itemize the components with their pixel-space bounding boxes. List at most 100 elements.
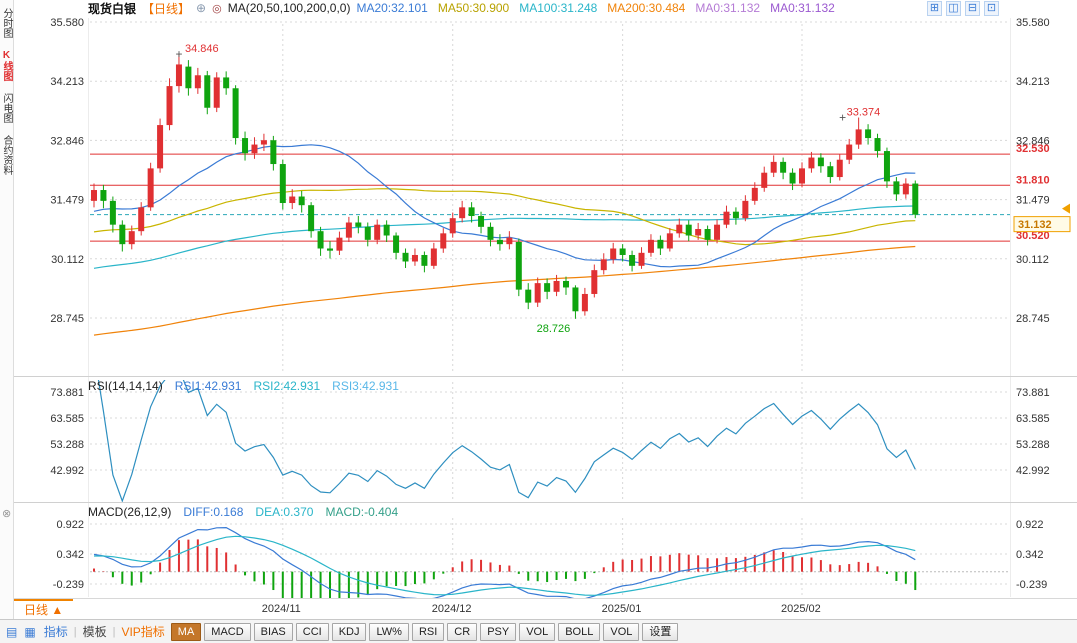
- y-axis-label-left: 73.881: [50, 387, 84, 399]
- symbol-name: 现货白银: [88, 1, 137, 16]
- level-label: 30.520: [1016, 230, 1050, 242]
- toolbar-icon-1[interactable]: ▤: [6, 624, 18, 639]
- indicator-button-MA[interactable]: MA: [170, 622, 202, 641]
- indicator-button-PSY[interactable]: PSY: [480, 622, 517, 641]
- y-axis-label-left: 53.288: [50, 439, 84, 451]
- indicator-button-VOL[interactable]: VOL: [603, 622, 640, 641]
- y-axis-label-right: 30.112: [1016, 254, 1049, 266]
- macd-value-3: MACD:-0.404: [325, 505, 399, 519]
- y-axis-label-right: 32.846: [1016, 135, 1050, 147]
- ma-value-2: MA100:31.248: [519, 1, 598, 15]
- price-marker-cross: +: [175, 47, 182, 61]
- macd-title: MACD(26,12,9): [88, 505, 172, 519]
- macd-diff-line: [93, 526, 916, 598]
- price-annotation: 33.374: [847, 107, 881, 119]
- level-label: 32.530: [1016, 143, 1050, 155]
- ma20-line: [93, 144, 916, 268]
- y-axis-label-left: 30.112: [51, 254, 84, 266]
- sidebar-item-合约资料[interactable]: 合约资料: [1, 135, 12, 175]
- y-axis-label-left: 28.745: [50, 313, 84, 325]
- toolbar-tab-指标[interactable]: 指标: [43, 625, 68, 639]
- y-axis-label-left: 63.585: [50, 413, 84, 425]
- toolbar-tab-模板[interactable]: 模板: [82, 625, 107, 639]
- indicator-button-设置[interactable]: 设置: [642, 622, 679, 641]
- sidebar-item-分时图[interactable]: 分时图: [1, 8, 12, 38]
- last-price-label: 31.132: [1018, 219, 1052, 231]
- y-axis-label-right: 0.342: [1016, 549, 1044, 561]
- macd-value-1: DIFF:0.168: [183, 505, 244, 519]
- rsi-value-1: RSI1:42.931: [174, 379, 242, 393]
- sidebar-item-闪电图[interactable]: 闪电图: [1, 93, 12, 123]
- ma-value-5: MA0:31.132: [770, 1, 835, 15]
- indicator-button-CCI[interactable]: CCI: [295, 622, 329, 641]
- toolbar-separator: |: [112, 625, 116, 638]
- macd-layer: [90, 526, 1010, 598]
- y-axis-label-left: 0.342: [56, 549, 84, 561]
- add-indicator-icon[interactable]: ⊕: [196, 1, 207, 15]
- y-axis-label-left: 42.992: [50, 465, 84, 477]
- indicator-button-LW%[interactable]: LW%: [369, 622, 409, 641]
- price-annotation: 34.846: [185, 43, 219, 55]
- indicator-button-BIAS[interactable]: BIAS: [253, 622, 293, 641]
- chart-layout-icon-1[interactable]: ⊞: [927, 1, 942, 16]
- indicator-button-KDJ[interactable]: KDJ: [331, 622, 367, 641]
- indicator-button-MACD[interactable]: MACD: [204, 622, 251, 641]
- rsi-value-2: RSI2:42.931: [253, 379, 321, 393]
- period-label: 日线: [24, 603, 49, 617]
- x-axis-label: 2025/02: [781, 603, 821, 615]
- chart-layout-icon-4[interactable]: ⊡: [984, 1, 999, 16]
- candles-layer: [91, 53, 919, 319]
- y-axis-label-right: 35.580: [1016, 17, 1050, 29]
- bottom-toolbar: ▤ ▦ 指标 | 模板 | VIP指标 MA MACD BIAS CCI KDJ LW% RSI CR PSY…: [0, 619, 1077, 643]
- indicator-button-VOL[interactable]: VOL: [519, 622, 556, 641]
- chart-layout-icon-3[interactable]: ⊟: [965, 1, 980, 16]
- macd-value-2: DEA:0.370: [255, 505, 314, 519]
- y-axis-label-right: -0.239: [1016, 579, 1047, 591]
- y-axis-label-left: -0.239: [53, 579, 84, 591]
- x-axis-strip: 日线 ▲ 2024/11 2024/12 2025/01 2025/02: [14, 598, 1077, 619]
- price-annotation: 28.726: [537, 323, 571, 335]
- rsi-line: [97, 380, 916, 502]
- indicator-button-CR[interactable]: CR: [447, 622, 478, 641]
- rsi-layer: [97, 380, 916, 502]
- y-axis-label-right: 28.745: [1016, 313, 1050, 325]
- period-arrow-icon: ▲: [51, 603, 64, 617]
- price-levels-layer: 32.530 31.810 30.520: [90, 143, 1050, 242]
- y-axis-label-left: 34.213: [50, 76, 84, 88]
- y-axis-label-left: 0.922: [56, 519, 84, 531]
- sidebar-item-K线图[interactable]: K线图: [1, 50, 12, 81]
- rsi-title: RSI(14,14,14): [88, 379, 163, 393]
- period-tag: 【日线】: [142, 1, 191, 16]
- macd-panel-close-icon[interactable]: ⊗: [2, 508, 12, 520]
- y-axis-label-right: 34.213: [1016, 76, 1050, 88]
- ma-lines-layer: [93, 144, 916, 336]
- toolbar-icon-2[interactable]: ▦: [24, 624, 36, 639]
- toolbar-tab-VIP指标[interactable]: VIP指标: [121, 625, 165, 639]
- gridlines-layer: 35.580 35.580 34.213 34.213 32.846 32.846 31.4…: [50, 17, 1050, 597]
- chart-header: 现货白银 【日线】 ⊕ ◎ MA(20,50,100,200,0,0) MA20…: [14, 0, 1077, 16]
- ma100-line: [93, 205, 916, 269]
- macd-dea-line: [94, 535, 916, 596]
- ma-settings-label[interactable]: MA(20,50,100,200,0,0): [227, 1, 351, 15]
- x-axis-label: 2025/01: [601, 603, 642, 615]
- ma-value-3: MA200:30.484: [607, 1, 686, 15]
- period-selector[interactable]: 日线 ▲: [14, 599, 74, 619]
- indicator-button-BOLL[interactable]: BOLL: [558, 622, 601, 641]
- y-axis-label-right: 63.585: [1016, 413, 1050, 425]
- y-axis-label-right: 73.881: [1016, 387, 1050, 399]
- price-marker-arrow: [1062, 203, 1070, 214]
- level-label: 31.810: [1016, 174, 1050, 186]
- chart-canvas[interactable]: 35.580 35.580 34.213 34.213 32.846 32.846 31.4…: [14, 16, 1077, 598]
- last-price-box: [1013, 216, 1071, 233]
- rsi-value-3: RSI3:42.931: [332, 379, 399, 393]
- y-axis-label-left: 32.846: [50, 135, 84, 147]
- y-axis-label-right: 53.288: [1016, 439, 1050, 451]
- indicator-button-RSI[interactable]: RSI: [411, 622, 445, 641]
- y-axis-label-right: 0.922: [1016, 519, 1044, 531]
- y-axis-label-left: 35.580: [50, 17, 84, 29]
- ma-value-0: MA20:32.101: [356, 1, 428, 15]
- indicator-eye-icon[interactable]: ◎: [212, 2, 222, 15]
- chart-layout-icon-2[interactable]: ◫: [946, 1, 961, 16]
